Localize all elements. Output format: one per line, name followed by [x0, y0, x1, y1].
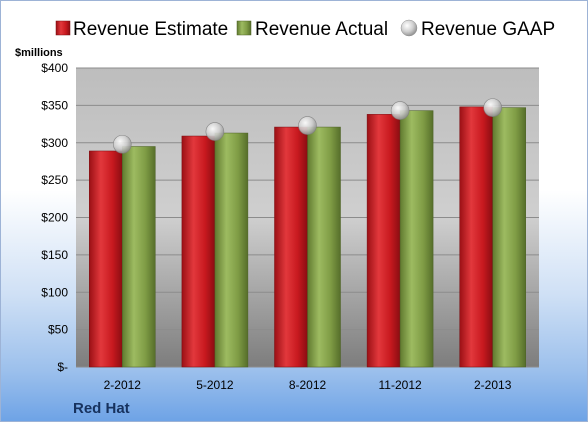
bar-revenue-estimate — [459, 106, 493, 368]
bar-revenue-actual — [492, 107, 526, 368]
bar-revenue-actual — [307, 126, 341, 368]
bar-revenue-estimate — [89, 150, 123, 368]
legend-label-gaap: Revenue GAAP — [421, 19, 555, 40]
x-tick-label: 2-2013 — [474, 378, 512, 392]
y-tick-label: $150 — [41, 248, 68, 262]
y-tick-label: $50 — [48, 323, 68, 337]
y-tick-label: $400 — [41, 61, 68, 75]
gaap-markers — [113, 98, 503, 154]
legend: Revenue Estimate Revenue Actual Revenue … — [55, 19, 555, 40]
bar-revenue-actual — [122, 146, 156, 368]
y-axis-label: $millions — [15, 47, 63, 59]
legend-swatch-gaap — [400, 19, 418, 37]
y-tick-labels: $- $50 $100 $150 $200 $250 $300 $350 $400 — [41, 61, 68, 374]
bar-revenue-actual — [399, 110, 434, 368]
bar-revenue-estimate — [181, 135, 216, 368]
marker-revenue-gaap — [205, 122, 225, 141]
legend-swatch-actual — [236, 20, 252, 36]
bar-revenue-estimate — [366, 114, 401, 368]
bars — [89, 106, 526, 368]
x-tick-label: 5-2012 — [196, 378, 234, 392]
x-tick-labels: 2-2012 5-2012 8-2012 11-2012 2-2013 — [104, 378, 512, 392]
y-tick-label: $300 — [41, 136, 68, 150]
marker-revenue-gaap — [113, 134, 132, 154]
bar-revenue-actual — [214, 132, 249, 368]
x-tick-label: 8-2012 — [289, 378, 327, 392]
marker-revenue-gaap — [483, 98, 503, 117]
brand-label: Red Hat — [73, 400, 130, 417]
bar-revenue-estimate — [274, 126, 308, 368]
legend-label-actual: Revenue Actual — [255, 19, 388, 40]
y-tick-label: $250 — [41, 173, 68, 187]
x-tick-label: 2-2012 — [104, 378, 142, 392]
y-tick-label: $350 — [41, 98, 68, 112]
y-tick-label: $100 — [41, 285, 68, 299]
legend-swatch-estimate — [55, 20, 71, 36]
legend-label-estimate: Revenue Estimate — [73, 19, 228, 40]
x-tick-label: 11-2012 — [379, 378, 422, 392]
marker-revenue-gaap — [390, 101, 410, 120]
marker-revenue-gaap — [298, 116, 317, 135]
y-tick-label: $200 — [41, 211, 68, 225]
y-tick-label: $- — [57, 360, 68, 374]
